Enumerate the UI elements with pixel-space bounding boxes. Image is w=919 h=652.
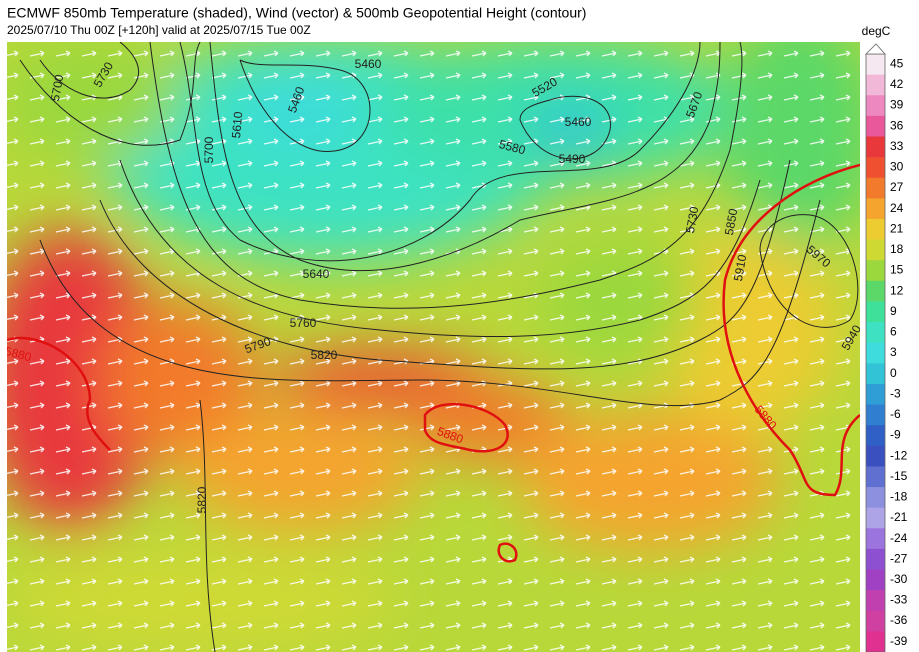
colorbar-swatch [866, 528, 885, 550]
contour-label: 5460 [565, 115, 592, 129]
contour-label: 5850 [722, 207, 740, 236]
colorbar-label: 27 [890, 180, 904, 194]
colorbar-swatch [866, 363, 885, 385]
title: ECMWF 850mb Temperature (shaded), Wind (… [7, 5, 586, 21]
colorbar-swatch [866, 445, 885, 467]
colorbar-swatch [866, 631, 885, 652]
colorbar-swatch [866, 487, 885, 509]
contour-label: 5730 [683, 205, 701, 234]
contour-label: 5760 [290, 316, 317, 330]
colorbar-swatch [866, 95, 885, 117]
colorbar-swatch [866, 136, 885, 158]
colorbar-swatch [866, 466, 885, 488]
colorbar-swatch [866, 198, 885, 220]
colorbar-swatch [866, 342, 885, 364]
colorbar-label: -24 [890, 531, 908, 545]
colorbar-label: 18 [890, 242, 904, 256]
map: 5700 5730 54605460561057005520546054905580… [4, 42, 860, 652]
colorbar-label: -36 [890, 613, 908, 627]
contour-label: 5910 [731, 253, 749, 282]
colorbar-label: 6 [890, 325, 897, 339]
colorbar-label: 30 [890, 160, 904, 174]
colorbar-swatch [866, 157, 885, 179]
colorbar-label: -30 [890, 572, 908, 586]
height-contours [19, 42, 859, 652]
colorbar-label: 21 [890, 221, 904, 235]
colorbar-swatch [866, 115, 885, 137]
contour-label: 5820 [195, 486, 209, 513]
colorbar-label: 39 [890, 98, 904, 112]
colorbar-swatch [866, 590, 885, 612]
colorbar-swatch [866, 610, 885, 632]
colorbar-label: -21 [890, 510, 908, 524]
colorbar-label: -39 [890, 634, 908, 648]
colorbar-swatch [866, 404, 885, 426]
subtitle: 2025/07/10 Thu 00Z [+120h] valid at 2025… [7, 23, 311, 37]
colorbar-swatch [866, 507, 885, 529]
colorbar-label: -3 [890, 386, 901, 400]
colorbar: 4542393633302724211815129630-3-6-9-12-15… [865, 53, 908, 652]
contour-label: 5700 [48, 73, 66, 102]
colorbar-label: 9 [890, 304, 897, 318]
colorbar-swatch [866, 177, 885, 199]
colorbar-swatch [866, 569, 885, 591]
colorbar-label: 42 [890, 77, 904, 91]
colorbar-label: 12 [890, 283, 904, 297]
contour-label: 5820 [311, 348, 338, 362]
colorbar-label: -9 [890, 428, 901, 442]
colorbar-swatch [866, 239, 885, 261]
colorbar-swatch [866, 280, 885, 302]
colorbar-label: -6 [890, 407, 901, 421]
contour-label: 5490 [559, 152, 586, 166]
colorbar-label: -15 [890, 469, 908, 483]
colorbar-label: 0 [890, 366, 897, 380]
colorbar-swatch [866, 74, 885, 96]
colorbar-label: -18 [890, 490, 908, 504]
colorbar-swatch [866, 548, 885, 571]
colorbar-label: 45 [890, 56, 904, 70]
contour-label: 5580 [498, 137, 528, 158]
colorbar-label: 24 [890, 201, 904, 215]
colorbar-swatch [866, 218, 885, 241]
contour-label: 5640 [303, 267, 330, 281]
colorbar-swatch [866, 425, 885, 447]
colorbar-label: -27 [890, 551, 908, 565]
contour-label: 5610 [229, 111, 245, 139]
wind-vectors [7, 42, 860, 652]
colorbar-swatch [866, 260, 885, 282]
colorbar-arrow [865, 43, 886, 55]
colorbar-label: -12 [890, 448, 908, 462]
contour-label: 5460 [355, 57, 382, 71]
colorbar-label: 36 [890, 118, 904, 132]
colorbar-label: 15 [890, 263, 904, 277]
contour-label: 5700 [202, 136, 216, 163]
colorbar-swatch [866, 322, 885, 344]
colorbar-swatch [866, 301, 885, 323]
5880-contour [7, 163, 860, 563]
colorbar-label: 3 [890, 345, 897, 359]
colorbar-unit: degC [862, 24, 891, 38]
colorbar-swatch [866, 383, 885, 406]
contour-label: 5880 [4, 344, 34, 365]
colorbar-swatch [866, 54, 885, 76]
colorbar-label: 33 [890, 139, 904, 153]
colorbar-label: -33 [890, 593, 908, 607]
